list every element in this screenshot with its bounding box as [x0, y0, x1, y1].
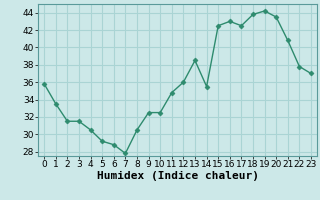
X-axis label: Humidex (Indice chaleur): Humidex (Indice chaleur) [97, 171, 259, 181]
